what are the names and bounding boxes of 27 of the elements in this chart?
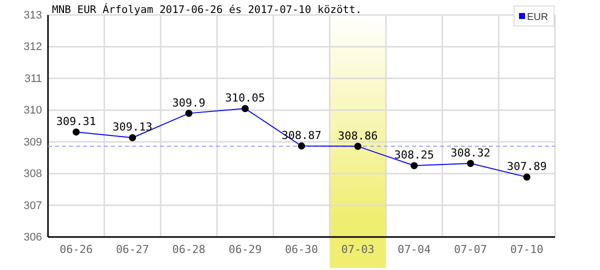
y-tick-label: 313: [24, 10, 42, 22]
x-tick-label: 06-29: [228, 242, 262, 256]
x-tick-label: 07-07: [454, 242, 488, 256]
x-tick-label: 06-28: [172, 242, 206, 256]
data-label: 310.05: [225, 92, 266, 105]
data-label: 309.13: [112, 120, 152, 134]
data-label: 308.25: [394, 148, 434, 162]
y-tick-label: 312: [24, 41, 42, 54]
data-label: 309.9: [172, 96, 206, 110]
y-tick-label: 307: [24, 200, 42, 212]
legend-label: EUR: [527, 12, 548, 23]
chart-title: MNB EUR Árfolyam 2017-06-26 és 2017-07-10 között.: [52, 3, 362, 16]
data-label: 309.31: [56, 115, 96, 128]
data-label: 308.86: [338, 129, 378, 142]
y-tick-label: 306: [24, 232, 42, 244]
y-tick-label: 310: [24, 104, 42, 117]
y-tick-label: 308: [24, 168, 42, 180]
x-tick-label: 06-27: [116, 242, 150, 256]
y-tick-label: 311: [24, 72, 42, 85]
data-label: 308.32: [450, 146, 490, 160]
x-tick-label: 07-04: [398, 242, 432, 256]
x-tick-label: 07-10: [510, 242, 544, 256]
y-tick-label: 309: [24, 136, 42, 148]
x-tick-label: 07-03: [341, 242, 374, 256]
x-tick-label: 06-26: [60, 242, 93, 256]
data-label: 307.89: [506, 160, 547, 174]
x-tick-label: 06-30: [284, 242, 318, 256]
